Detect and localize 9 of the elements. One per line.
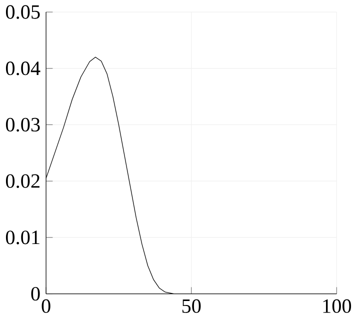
y-tick-label: 0.02 bbox=[6, 174, 40, 188]
y-tick-label: 0.03 bbox=[6, 118, 40, 132]
x-tick-label: 50 bbox=[182, 299, 201, 313]
y-tick-label: 0.05 bbox=[6, 5, 40, 19]
x-tick-label: 100 bbox=[323, 299, 352, 313]
y-tick-label: 0 bbox=[31, 286, 40, 301]
y-tick-label: 0.04 bbox=[6, 61, 40, 76]
x-tick-label: 0 bbox=[42, 299, 50, 313]
y-tick-label: 0.01 bbox=[6, 230, 40, 244]
